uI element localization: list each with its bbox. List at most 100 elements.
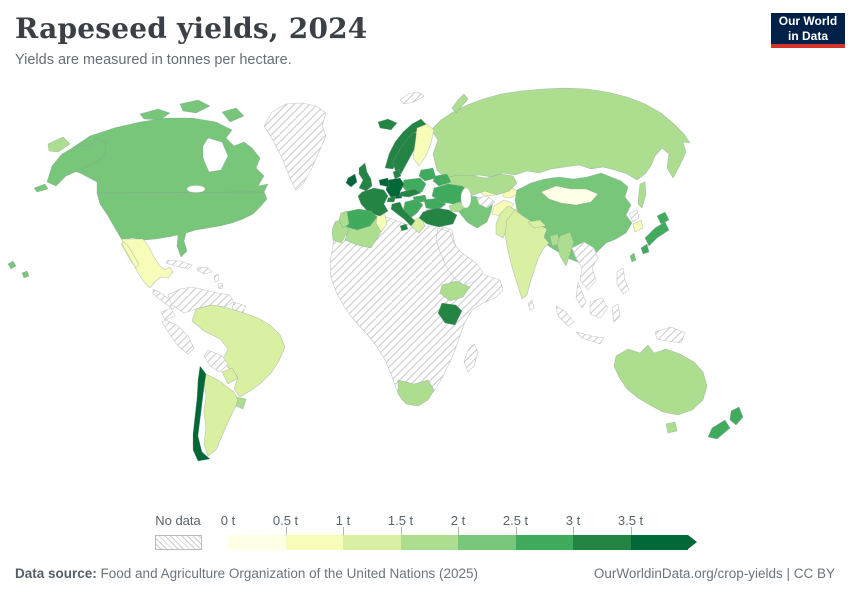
- country-australia[interactable]: [613, 344, 708, 416]
- country-taiwan[interactable]: [629, 252, 637, 263]
- legend-tick: [343, 527, 344, 535]
- country-greenland[interactable]: [263, 102, 327, 191]
- country-north-korea[interactable]: [628, 209, 640, 223]
- country-philippines[interactable]: [616, 267, 630, 295]
- country-united-kingdom[interactable]: [358, 162, 373, 192]
- legend-tick: [458, 527, 459, 535]
- legend-tick-label: 1.5 t: [387, 513, 414, 528]
- country-sulawesi[interactable]: [611, 303, 621, 323]
- country-south-africa[interactable]: [397, 379, 435, 407]
- legend-no-data-label: No data: [155, 513, 201, 528]
- country-mongolia[interactable]: [540, 185, 599, 206]
- country-new-zealand[interactable]: [707, 406, 744, 440]
- country-turkmenistan[interactable]: [476, 195, 496, 209]
- country-borneo[interactable]: [589, 297, 609, 319]
- caspian-sea: [460, 187, 472, 209]
- country-paraguay[interactable]: [221, 367, 239, 385]
- owid-logo-text: Our World in Data: [778, 13, 838, 43]
- legend-tick-label: 0 t: [220, 513, 236, 528]
- country-ecuador[interactable]: [160, 307, 176, 321]
- country-nepal[interactable]: [527, 219, 547, 229]
- legend-bin[interactable]: [285, 535, 343, 550]
- country-sri-lanka[interactable]: [527, 299, 535, 311]
- legend-bin[interactable]: [515, 535, 573, 550]
- country-peru[interactable]: [161, 319, 195, 355]
- owid-link[interactable]: OurWorldinData.org/crop-yields | CC BY: [593, 566, 835, 581]
- country-finland[interactable]: [412, 123, 435, 167]
- map-legend: No data 0 t 0.5 t 1 t 1.5 t 2 t 2.5 t 3 t 3.5 t: [0, 510, 850, 560]
- country-canada[interactable]: [63, 117, 269, 194]
- country-cuba[interactable]: [165, 259, 193, 270]
- country-southeast-asia[interactable]: [571, 241, 599, 309]
- country-chile[interactable]: [192, 365, 211, 462]
- country-south-korea[interactable]: [632, 219, 644, 233]
- country-hawaii[interactable]: [7, 260, 30, 279]
- legend-tick: [515, 527, 517, 535]
- country-middle-east[interactable]: [435, 227, 484, 286]
- country-kenya[interactable]: [437, 302, 463, 326]
- country-new-guinea[interactable]: [654, 326, 686, 344]
- country-belarus[interactable]: [432, 173, 452, 187]
- page-title: Rapeseed yields, 2024: [15, 12, 368, 45]
- legend-tick: [573, 527, 574, 535]
- country-madagascar[interactable]: [463, 343, 479, 373]
- country-sumatra[interactable]: [555, 305, 575, 327]
- country-hispaniola[interactable]: [196, 266, 213, 275]
- country-myanmar[interactable]: [556, 231, 575, 267]
- country-baltics[interactable]: [418, 167, 437, 182]
- country-tunisia[interactable]: [375, 213, 388, 233]
- legend-tick-label: 0.5 t: [272, 513, 299, 528]
- country-russia[interactable]: [430, 87, 691, 181]
- country-denmark[interactable]: [392, 168, 402, 180]
- owid-logo[interactable]: Our World in Data: [771, 13, 845, 48]
- legend-tick-label: 2.5 t: [502, 513, 529, 528]
- country-bolivia[interactable]: [203, 349, 229, 373]
- legend-arrow: [688, 535, 697, 549]
- country-japan[interactable]: [640, 211, 670, 255]
- country-ireland[interactable]: [345, 173, 358, 188]
- data-source-label: Data source:: [15, 566, 97, 581]
- country-sakhalin[interactable]: [637, 181, 647, 209]
- chart-footer: Data source: Food and Agriculture Organi…: [15, 566, 835, 581]
- country-mexico[interactable]: [120, 238, 174, 289]
- country-argentina[interactable]: [203, 373, 239, 457]
- country-portugal[interactable]: [338, 210, 350, 229]
- world-map: [0, 86, 850, 478]
- country-india[interactable]: [504, 209, 550, 300]
- country-united-states[interactable]: [96, 191, 268, 258]
- country-tasmania[interactable]: [665, 421, 678, 434]
- country-turkey[interactable]: [418, 207, 458, 228]
- legend-tick-label: 3 t: [565, 513, 581, 528]
- legend-tick: [400, 527, 402, 535]
- country-benelux[interactable]: [378, 177, 390, 188]
- country-italy[interactable]: [390, 201, 416, 232]
- country-iceland[interactable]: [377, 118, 398, 131]
- legend-tick: [285, 527, 287, 535]
- legend-tick-label: 1 t: [335, 513, 351, 528]
- country-lesser-antilles[interactable]: [213, 273, 224, 290]
- legend-bin[interactable]: [573, 535, 631, 550]
- country-brazil[interactable]: [191, 304, 286, 398]
- legend-no-data-swatch[interactable]: [155, 535, 202, 550]
- country-ethiopia[interactable]: [439, 280, 471, 302]
- legend-bin[interactable]: [630, 535, 688, 550]
- data-source: Data source: Food and Agriculture Organi…: [15, 566, 478, 581]
- country-czechia-austria[interactable]: [398, 188, 422, 198]
- great-lakes: [186, 185, 206, 193]
- legend-bin[interactable]: [228, 535, 286, 550]
- legend-bin[interactable]: [458, 535, 516, 550]
- country-france[interactable]: [357, 187, 389, 217]
- legend-color-bar: [228, 535, 697, 550]
- legend-bin[interactable]: [343, 535, 401, 550]
- country-switzerland[interactable]: [386, 195, 397, 203]
- country-svalbard[interactable]: [399, 91, 425, 105]
- country-alaska[interactable]: [33, 137, 107, 193]
- legend-bin[interactable]: [400, 535, 458, 550]
- data-source-text: Food and Agriculture Organization of the…: [96, 566, 479, 581]
- country-novaya-zemlya[interactable]: [451, 93, 469, 114]
- country-java[interactable]: [575, 331, 605, 345]
- legend-tick-label: 3.5 t: [617, 513, 644, 528]
- country-russia-chukotka[interactable]: [47, 136, 71, 153]
- country-canada-islands[interactable]: [139, 99, 245, 123]
